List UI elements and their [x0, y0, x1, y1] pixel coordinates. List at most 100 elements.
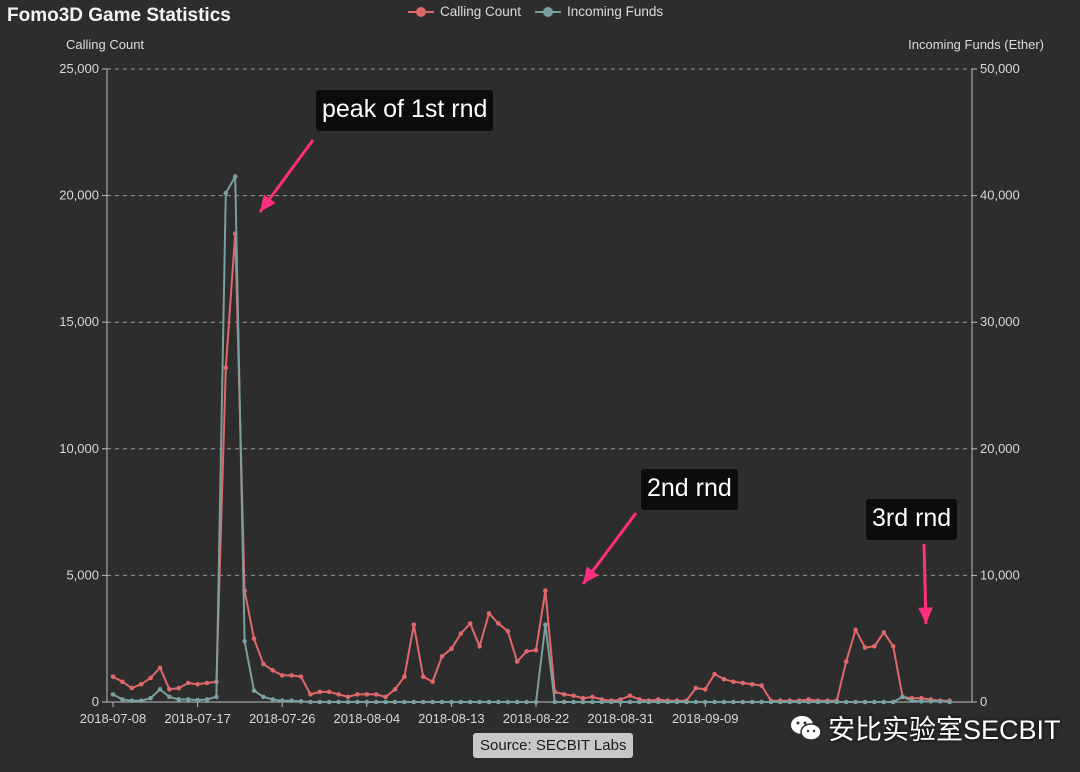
data-point-calling-count	[336, 692, 341, 697]
legend-label-calling-count: Calling Count	[440, 4, 522, 19]
data-point-incoming-funds	[157, 687, 163, 692]
data-point-incoming-funds	[731, 699, 736, 705]
data-point-incoming-funds	[627, 699, 633, 705]
data-point-incoming-funds	[242, 638, 247, 644]
data-point-calling-count	[120, 679, 125, 685]
data-point-incoming-funds	[449, 699, 454, 705]
data-point-calling-count	[524, 649, 529, 654]
arrow-2nd-round-head	[583, 566, 599, 584]
data-point-calling-count	[317, 689, 323, 695]
data-point-calling-count	[345, 694, 351, 700]
annotation-2nd-round: 2nd rnd	[641, 469, 738, 510]
data-point-calling-count	[167, 687, 172, 692]
data-point-calling-count	[759, 683, 764, 688]
data-point-calling-count	[298, 674, 304, 679]
data-point-calling-count	[402, 674, 407, 679]
left-tick-label: 5,000	[66, 567, 99, 582]
data-point-incoming-funds	[890, 699, 896, 705]
data-point-incoming-funds	[881, 699, 887, 705]
data-point-incoming-funds	[590, 699, 595, 705]
data-point-incoming-funds	[919, 699, 924, 704]
data-point-incoming-funds	[825, 699, 830, 705]
legend-item-incoming-funds[interactable]: Incoming Funds	[535, 4, 663, 19]
data-point-incoming-funds	[552, 699, 558, 705]
series-line-incoming-funds	[112, 172, 950, 703]
data-point-calling-count	[430, 679, 435, 685]
data-point-calling-count	[919, 695, 924, 701]
data-point-incoming-funds	[637, 699, 642, 705]
data-point-incoming-funds	[749, 699, 755, 705]
data-point-calling-count	[740, 680, 746, 686]
source-button[interactable]: Source: SECBIT Labs	[473, 733, 634, 758]
data-point-calling-count	[261, 661, 266, 667]
data-point-calling-count	[853, 627, 858, 633]
data-point-calling-count	[110, 674, 116, 679]
legend-item-calling-count[interactable]: Calling Count	[408, 4, 521, 19]
data-point-calling-count	[749, 681, 755, 687]
data-point-calling-count	[486, 611, 492, 616]
data-point-calling-count	[712, 671, 717, 677]
data-point-incoming-funds	[862, 699, 868, 705]
data-point-calling-count	[176, 685, 182, 691]
data-point-calling-count	[364, 692, 370, 697]
data-point-calling-count	[129, 685, 135, 691]
data-point-calling-count	[138, 681, 144, 687]
left-tick-label: 15,000	[59, 314, 99, 329]
data-point-incoming-funds	[872, 699, 877, 705]
data-point-incoming-funds	[251, 688, 257, 693]
data-point-incoming-funds	[693, 699, 699, 705]
arrow-3rd-round-head	[918, 607, 933, 624]
data-point-incoming-funds	[674, 699, 680, 705]
left-tick-label: 25,000	[59, 61, 99, 76]
data-point-calling-count	[383, 694, 388, 700]
data-point-calling-count	[449, 646, 454, 652]
chart-title: Fomo3D Game Statistics	[7, 5, 231, 26]
data-point-incoming-funds	[176, 697, 182, 702]
data-point-incoming-funds	[232, 174, 238, 179]
data-point-incoming-funds	[909, 698, 915, 704]
data-point-incoming-funds	[317, 699, 323, 705]
data-point-calling-count	[693, 685, 699, 691]
watermark-text: 安比实验室SECBIT	[828, 715, 1061, 745]
data-point-incoming-funds	[778, 699, 783, 705]
x-tick-label: 2018-09-09	[672, 711, 739, 726]
data-point-calling-count	[514, 659, 520, 664]
data-point-incoming-funds	[514, 699, 520, 705]
right-tick-label: 50,000	[980, 61, 1020, 76]
wechat-icon	[791, 715, 822, 741]
data-point-calling-count	[157, 665, 163, 671]
data-point-incoming-funds	[702, 699, 708, 705]
data-point-incoming-funds	[740, 699, 746, 705]
right-tick-label: 10,000	[980, 567, 1020, 582]
data-point-incoming-funds	[618, 699, 623, 705]
data-point-calling-count	[872, 643, 877, 649]
right-tick-label: 30,000	[980, 314, 1020, 329]
x-tick-label: 2018-07-17	[164, 711, 231, 726]
data-point-incoming-funds	[458, 699, 464, 705]
data-point-incoming-funds	[336, 699, 341, 705]
data-point-incoming-funds	[477, 699, 482, 705]
data-point-incoming-funds	[486, 699, 492, 705]
data-point-incoming-funds	[665, 699, 670, 705]
data-point-incoming-funds	[655, 699, 661, 705]
data-point-calling-count	[477, 643, 482, 649]
data-point-incoming-funds	[571, 699, 576, 705]
data-point-incoming-funds	[543, 622, 548, 628]
data-point-calling-count	[251, 636, 257, 641]
data-point-calling-count	[702, 687, 708, 692]
data-point-calling-count	[326, 689, 332, 695]
data-point-incoming-funds	[467, 699, 473, 705]
data-point-incoming-funds	[496, 699, 501, 705]
data-point-calling-count	[543, 588, 548, 593]
data-point-incoming-funds	[270, 697, 276, 702]
data-point-incoming-funds	[129, 698, 135, 704]
annotation-3rd-round: 3rd rnd	[866, 499, 958, 540]
x-tick-label: 2018-08-13	[418, 711, 485, 726]
right-axis-title: Incoming Funds (Ether)	[908, 37, 1044, 52]
data-point-calling-count	[881, 630, 887, 635]
data-point-calling-count	[467, 621, 473, 626]
data-point-calling-count	[571, 693, 576, 698]
x-tick-label: 2018-07-08	[80, 711, 147, 726]
left-axis-title: Calling Count	[66, 37, 145, 52]
data-point-calling-count	[195, 681, 200, 687]
